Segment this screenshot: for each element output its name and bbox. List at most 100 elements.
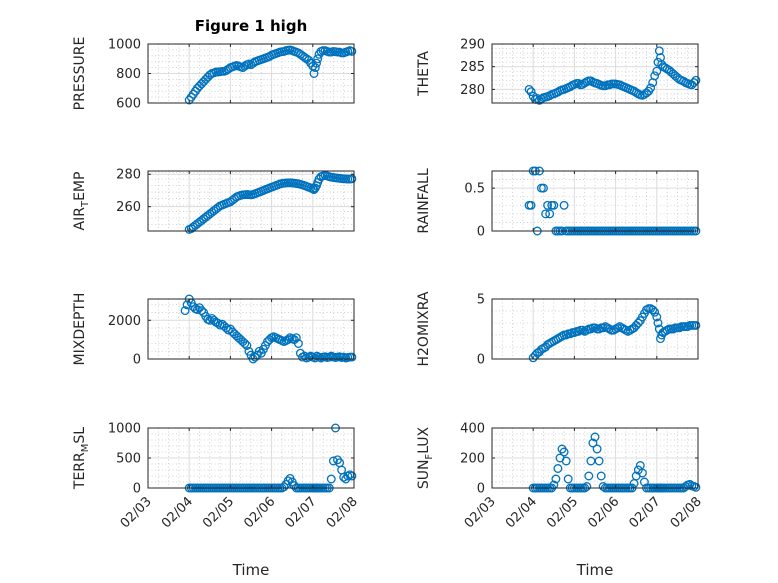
data-point bbox=[347, 46, 357, 56]
data-point bbox=[328, 456, 338, 466]
data-point bbox=[283, 335, 293, 345]
data-point bbox=[300, 351, 310, 361]
y-tick-label: 290 bbox=[460, 38, 485, 53]
data-point bbox=[541, 209, 551, 219]
data-series bbox=[184, 45, 357, 105]
data-point bbox=[526, 200, 536, 210]
subplot-terr: 0 500 1000 02/03 02/04 02/05 02/06 02/07 02/08 TE… bbox=[72, 422, 361, 532]
y-tick-label: 0 bbox=[477, 353, 485, 368]
x-tick-label: 02/04 bbox=[503, 494, 540, 531]
data-point bbox=[654, 46, 664, 56]
data-point bbox=[205, 315, 215, 325]
axes-box bbox=[147, 170, 355, 232]
x-tick-label: 02/03 bbox=[118, 494, 155, 531]
data-point bbox=[326, 474, 336, 484]
data-point bbox=[549, 200, 559, 210]
data-point bbox=[559, 200, 569, 210]
subplot-sun: 0 200 400 02/03 02/04 02/05 02/06 02/07 02/08 SUN… bbox=[416, 422, 705, 532]
data-point bbox=[691, 320, 701, 330]
y-tick-label: 0 bbox=[477, 482, 485, 497]
y-axis-label: H2OMIXRA bbox=[416, 291, 432, 366]
y-tick-label: 2000 bbox=[108, 314, 141, 329]
data-point bbox=[691, 75, 701, 85]
y-tick-label: 500 bbox=[116, 452, 141, 467]
data-series bbox=[528, 304, 701, 363]
data-point bbox=[681, 482, 691, 491]
data-point bbox=[637, 468, 647, 478]
data-point bbox=[646, 83, 656, 93]
axes-box bbox=[147, 298, 355, 360]
data-point bbox=[582, 325, 592, 335]
data-point bbox=[650, 71, 660, 81]
y-axis-label: PRESSURE bbox=[72, 37, 88, 111]
data-point bbox=[675, 323, 684, 333]
x-tick-label: 02/08 bbox=[668, 494, 705, 531]
y-axis-label: SUNFLUX bbox=[416, 426, 435, 489]
y-tick-label: 285 bbox=[460, 60, 485, 75]
data-point bbox=[309, 69, 319, 78]
y-axis-label: MIXDEPTH bbox=[72, 293, 88, 366]
y-tick-label: 600 bbox=[116, 97, 141, 112]
data-point bbox=[279, 482, 289, 492]
x-tick-label: 02/08 bbox=[324, 494, 361, 531]
data-point bbox=[561, 330, 571, 340]
data-point bbox=[635, 461, 645, 470]
subplot-grid: 600 800 1000 PRESSURE 280 285 290 THETA 260 280 AI… bbox=[72, 37, 705, 532]
y-tick-label: 280 bbox=[460, 83, 485, 98]
axes-box bbox=[491, 43, 699, 104]
data-point bbox=[639, 477, 649, 487]
x-tick-label: 02/05 bbox=[200, 494, 237, 531]
y-tick-label: 0 bbox=[133, 353, 141, 368]
data-point bbox=[653, 318, 663, 328]
data-point bbox=[312, 58, 321, 68]
data-point bbox=[559, 447, 569, 457]
y-tick-label: 0 bbox=[477, 225, 485, 240]
data-point bbox=[524, 84, 534, 94]
data-point bbox=[543, 200, 553, 210]
data-point bbox=[598, 482, 608, 491]
y-tick-label: 800 bbox=[116, 67, 141, 82]
x-tick-label: 02/06 bbox=[585, 494, 622, 531]
data-point bbox=[584, 471, 594, 481]
x-tick-label: 02/07 bbox=[283, 494, 320, 531]
data-series bbox=[524, 166, 701, 236]
data-point bbox=[574, 79, 583, 88]
data-point bbox=[240, 339, 250, 348]
data-point bbox=[180, 306, 190, 316]
data-point bbox=[648, 305, 658, 315]
subplot-pressure: 600 800 1000 PRESSURE bbox=[72, 37, 357, 112]
data-point bbox=[310, 63, 320, 73]
data-point bbox=[526, 87, 536, 97]
data-series bbox=[184, 170, 357, 234]
y-tick-label: 280 bbox=[116, 168, 141, 183]
x-axis-label-right: Time bbox=[576, 561, 614, 579]
data-point bbox=[313, 54, 323, 64]
data-series bbox=[524, 46, 701, 105]
data-point bbox=[182, 300, 192, 310]
data-point bbox=[545, 209, 555, 219]
data-point bbox=[594, 456, 604, 466]
data-point bbox=[613, 323, 623, 333]
data-point bbox=[347, 471, 357, 481]
data-point bbox=[221, 323, 231, 333]
data-point bbox=[561, 456, 571, 466]
y-tick-label: 0 bbox=[133, 482, 141, 497]
data-point bbox=[650, 307, 660, 317]
data-point bbox=[347, 352, 357, 362]
y-tick-label: 0.5 bbox=[464, 182, 485, 197]
y-tick-label: 5 bbox=[477, 293, 485, 308]
subplot-mixdepth: 0 2000 MIXDEPTH bbox=[72, 293, 357, 368]
data-point bbox=[254, 346, 264, 356]
data-point bbox=[691, 482, 701, 492]
data-point bbox=[668, 324, 678, 334]
data-point bbox=[310, 353, 320, 363]
data-series bbox=[180, 294, 357, 364]
y-axis-label: RAINFALL bbox=[416, 168, 432, 233]
axes-box bbox=[491, 298, 699, 360]
y-tick-label: 1000 bbox=[108, 38, 141, 53]
data-point bbox=[283, 476, 293, 486]
data-point bbox=[588, 438, 598, 448]
x-tick-label: 02/07 bbox=[627, 494, 664, 531]
data-point bbox=[633, 318, 643, 328]
